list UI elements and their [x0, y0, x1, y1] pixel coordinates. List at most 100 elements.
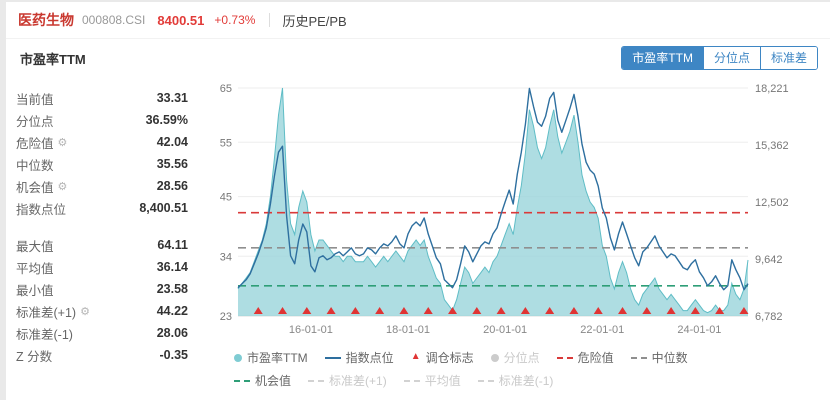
stat-value: 35.56: [156, 157, 188, 171]
stat-row: Z 分数 -0.35: [16, 344, 188, 366]
legend-item-dash[interactable]: 标准差(+1): [308, 372, 387, 389]
stat-value: 64.11: [157, 238, 188, 252]
x-axis-tick: 24-01-01: [677, 324, 721, 336]
stat-row: 危险值 ⚙ 42.04: [16, 131, 188, 153]
legend-item-dash[interactable]: 中位数: [630, 349, 688, 366]
rebalance-triangle-icon: [739, 307, 749, 314]
rebalance-triangle-icon: [448, 307, 458, 314]
rebalance-triangle-icon: [399, 307, 409, 314]
legend-row: 市盈率TTM 指数点位 ▲ 调仓标志 分位点 危险值 中位数: [234, 349, 830, 366]
rebalance-triangle-icon: [642, 307, 652, 314]
legend-label: 调仓标志: [425, 351, 474, 365]
stat-label: 当前值: [16, 92, 54, 107]
index-points-line: [237, 87, 749, 291]
dot-marker-icon: [234, 353, 242, 362]
legend-item-tri[interactable]: ▲ 调仓标志: [411, 349, 474, 366]
stat-value: 36.59%: [145, 113, 188, 127]
legend-item-dash[interactable]: 标准差(-1): [477, 372, 554, 389]
dash-marker-icon: [630, 356, 647, 359]
stat-row: 标准差(+1) ⚙ 44.22: [16, 300, 188, 322]
legend-item-dot[interactable]: 分位点: [490, 349, 540, 366]
stat-label: 最小值: [16, 283, 54, 298]
rebalance-triangle-icon: [545, 307, 555, 314]
legend-label: 危险值: [577, 351, 614, 365]
triangle-icon: ▲: [410, 351, 421, 362]
legend-label: 标准差(-1): [498, 374, 554, 388]
legend-item-dash[interactable]: 危险值: [556, 349, 614, 366]
rebalance-triangle-icon: [690, 307, 700, 314]
rebalance-triangle-icon: [520, 307, 530, 314]
legend-item-dot[interactable]: 市盈率TTM: [234, 349, 308, 366]
tab-2-inactive[interactable]: 标准差: [759, 47, 817, 70]
stat-value: -0.35: [159, 348, 189, 362]
index-code: 000808.CSI: [82, 13, 146, 27]
stat-value: 36.14: [156, 260, 188, 274]
rebalance-triangle-icon: [569, 307, 579, 314]
dash-marker-icon: [477, 379, 494, 382]
stat-label: 危险值 ⚙: [16, 136, 68, 151]
legend-label: 分位点: [503, 351, 540, 365]
stat-value: 28.06: [156, 326, 188, 340]
stat-row: 机会值 ⚙ 28.56: [16, 175, 188, 197]
tab-1-inactive[interactable]: 分位点: [702, 47, 760, 70]
pe-ttm-area: [238, 88, 748, 316]
stat-row: 最小值 23.58: [16, 278, 188, 300]
stat-row: 指数点位 8,400.51: [16, 197, 188, 219]
stats-group-primary: 当前值 33.31 分位点 36.59% 危险值 ⚙ 42.04 中位数 35.56 机会值 ⚙ 28…: [16, 87, 188, 219]
gear-icon[interactable]: ⚙: [57, 180, 68, 193]
pe-ttm-line: [237, 87, 749, 314]
header: 医药生物 000808.CSI 8400.51 +0.73% 历史PE/PB: [6, 2, 830, 39]
rebalance-triangle-icon: [278, 307, 288, 314]
stat-row: 平均值 36.14: [16, 256, 188, 278]
stat-value: 8,400.51: [139, 201, 188, 215]
history-pepb-link[interactable]: 历史PE/PB: [282, 13, 347, 29]
right-axis-tick: 15,362: [755, 140, 789, 152]
stat-label: 最大值: [16, 239, 54, 254]
stat-row: 当前值 33.31: [16, 87, 188, 109]
stat-label: Z 分数: [16, 349, 53, 364]
legend-label: 平均值: [424, 374, 461, 388]
stats-panel: 当前值 33.31 分位点 36.59% 危险值 ⚙ 42.04 中位数 35.56 机会值 ⚙ 28…: [16, 87, 188, 381]
left-axis-tick: 34: [220, 251, 232, 263]
legend-item-dash[interactable]: 平均值: [403, 372, 461, 389]
legend-label: 机会值: [255, 374, 292, 388]
left-axis-tick: 45: [220, 192, 232, 204]
index-change: +0.73%: [214, 13, 256, 27]
legend-label: 中位数: [651, 351, 688, 365]
stat-label: 中位数: [16, 158, 54, 173]
rebalance-triangle-icon: [496, 307, 506, 314]
legend-item-line[interactable]: 指数点位: [324, 349, 394, 366]
dot-marker-icon: [490, 353, 499, 362]
rebalance-triangle-icon: [666, 307, 676, 314]
stat-row: 分位点 36.59%: [16, 109, 188, 131]
valuation-page: 医药生物 000808.CSI 8400.51 +0.73% 历史PE/PB 市…: [6, 2, 830, 400]
index-price: 8400.51: [157, 12, 205, 28]
stat-label: 指数点位: [16, 202, 67, 217]
stat-label: 机会值 ⚙: [16, 180, 68, 195]
x-axis-tick: 20-01-01: [483, 324, 527, 336]
chart-canvas[interactable]: 65 55 45 34 23 18,221 15,362 12,502 9,642 6,782 16…: [202, 78, 826, 346]
stat-label: 分位点: [16, 114, 54, 129]
stat-value: 33.31: [156, 91, 188, 105]
stat-row: 中位数 35.56: [16, 153, 188, 175]
pe-ttm-chart[interactable]: 65 55 45 34 23 18,221 15,362 12,502 9,642 6,782 16…: [202, 78, 826, 346]
dash-marker-icon: [556, 356, 573, 359]
right-axis-tick: 6,782: [755, 311, 783, 323]
rebalance-triangle-icon: [326, 307, 336, 314]
rebalance-triangle-icon: [302, 307, 312, 314]
rebalance-triangle-icon: [375, 307, 385, 314]
left-axis-tick: 23: [220, 311, 232, 323]
legend-label: 市盈率TTM: [247, 351, 308, 365]
stat-value: 44.22: [156, 304, 188, 318]
section-title: 市盈率TTM: [20, 52, 86, 67]
rebalance-triangle-icon: [472, 307, 482, 314]
dash-marker-icon: [403, 379, 420, 382]
tab-0-active[interactable]: 市盈率TTM: [622, 47, 703, 70]
legend-item-dash[interactable]: 机会值: [234, 372, 291, 389]
index-name: 医药生物: [18, 12, 74, 28]
rebalance-triangle-icon: [423, 307, 433, 314]
gear-icon[interactable]: ⚙: [80, 305, 90, 318]
stat-label: 平均值: [16, 261, 54, 276]
legend-row: 机会值 标准差(+1) 平均值 标准差(-1): [234, 372, 830, 389]
gear-icon[interactable]: ⚙: [57, 136, 68, 149]
